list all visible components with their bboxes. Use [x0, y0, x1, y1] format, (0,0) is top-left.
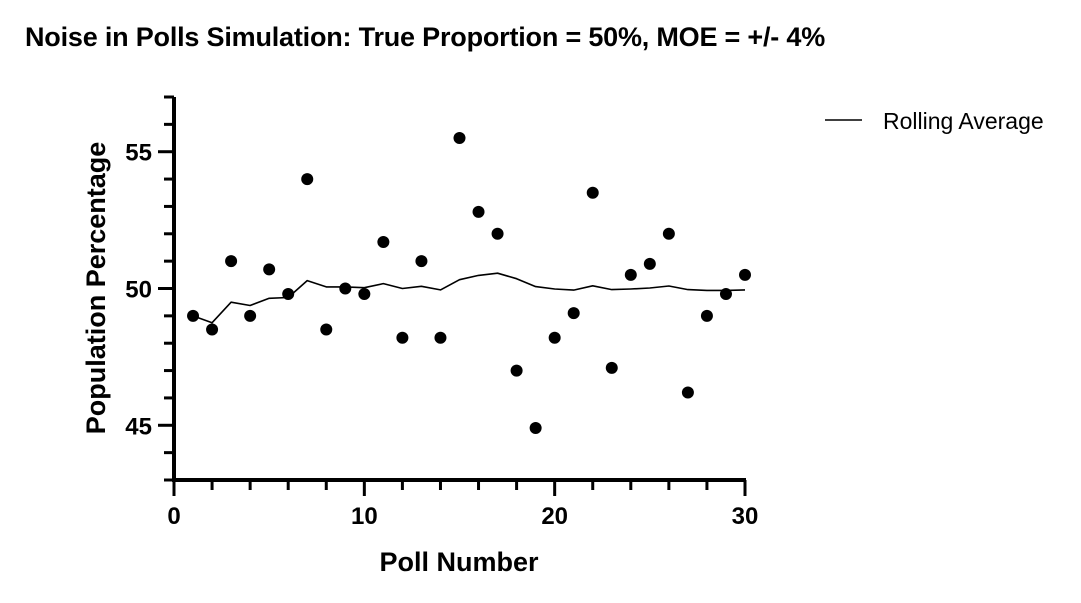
poll-point [282, 287, 295, 300]
poll-point [662, 227, 675, 240]
poll-point [643, 257, 656, 270]
poll-point [187, 309, 200, 322]
poll-point [624, 268, 637, 281]
legend: Rolling Average [825, 108, 1044, 134]
poll-point [586, 186, 599, 199]
poll-point [396, 331, 409, 344]
legend-label: Rolling Average [883, 108, 1044, 134]
poll-point [548, 331, 561, 344]
poll-point [472, 205, 485, 218]
rolling-average-series [192, 272, 746, 324]
poll-point [206, 323, 219, 336]
poll-point [567, 307, 580, 320]
poll-point [434, 331, 447, 344]
x-tick-label: 10 [351, 503, 378, 530]
poll-point [739, 268, 751, 281]
x-axis: 0 10 20 30 [167, 478, 759, 530]
poll-point [529, 422, 542, 435]
poll-point [605, 361, 618, 374]
y-axis-title: Population Percentage [81, 142, 111, 435]
x-axis-title: Poll Number [379, 547, 539, 577]
y-tick-label: 55 [125, 140, 152, 167]
poll-point [510, 364, 523, 377]
x-tick-label: 20 [541, 503, 568, 530]
poll-point [263, 263, 276, 276]
poll-point [339, 282, 352, 295]
poll-point [377, 235, 390, 248]
poll-point [700, 309, 713, 322]
y-tick-label: 45 [125, 413, 152, 440]
poll-point [453, 132, 466, 145]
x-tick-label: 0 [167, 503, 180, 530]
poll-point [719, 287, 732, 300]
y-tick-label: 50 [125, 277, 152, 304]
poll-point [415, 255, 428, 268]
poll-point [681, 386, 694, 399]
poll-point [225, 255, 238, 268]
poll-point [358, 287, 371, 300]
poll-point [301, 173, 314, 186]
chart-title: Noise in Polls Simulation: True Proporti… [25, 22, 826, 52]
poll-points-series [187, 132, 751, 435]
rolling-average-line [192, 272, 746, 324]
poll-point [320, 323, 333, 336]
x-tick-label: 30 [732, 503, 759, 530]
poll-point [244, 309, 257, 322]
poll-point [491, 227, 504, 240]
y-axis: 45 50 55 [125, 95, 176, 482]
